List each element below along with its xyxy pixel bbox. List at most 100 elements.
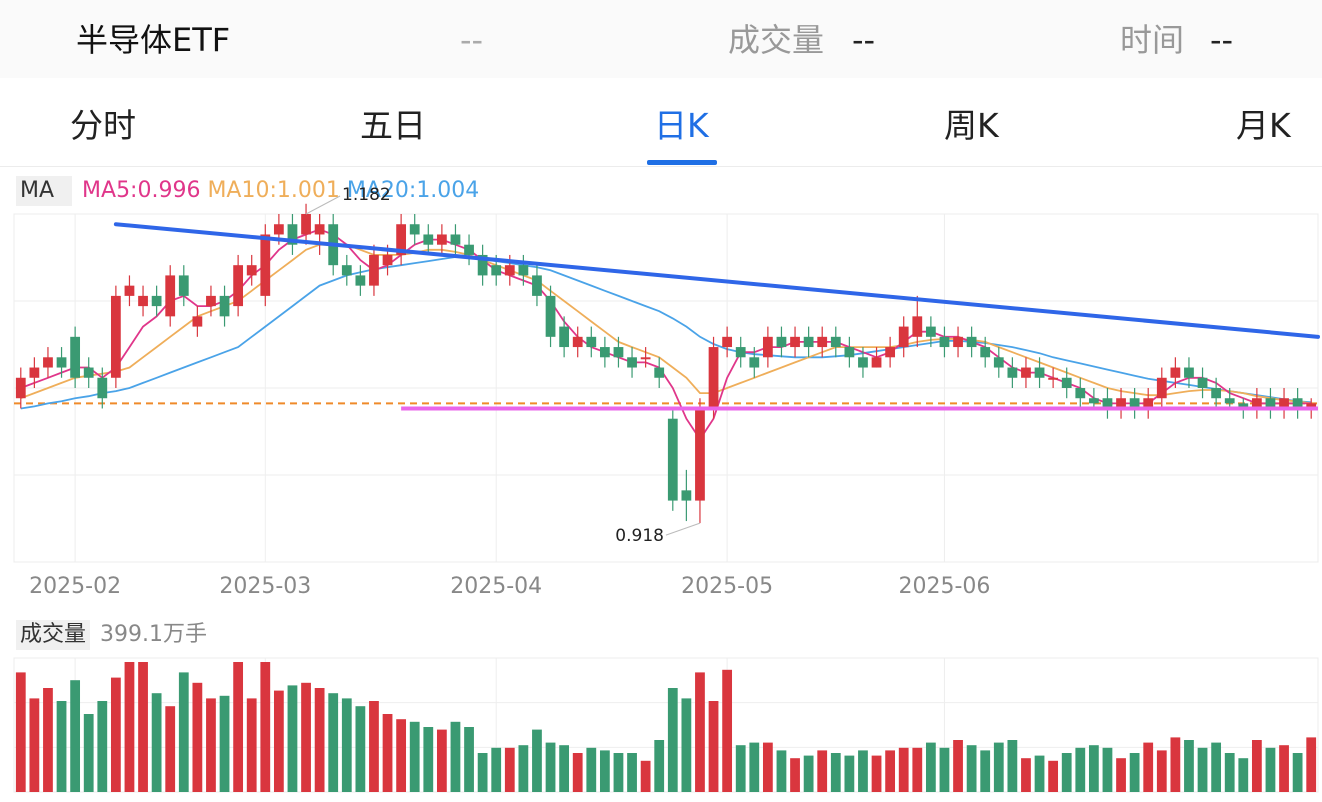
period-tabs: 分时 五日 日K 周K 月K [0,88,1322,167]
volume-legend-label[interactable]: 成交量 [16,620,91,650]
candle-body [776,336,787,348]
candle-body [1211,388,1222,399]
candle-body [396,224,407,255]
candle-body [1102,398,1113,409]
volume-bar [287,685,298,792]
volume-bar [355,706,366,792]
candle-body [1143,398,1154,409]
x-tick-label: 2025-05 [681,574,773,599]
tab-weekly-k[interactable]: 周K [944,106,999,145]
volume-bar [382,714,393,792]
candle-body [1021,367,1031,378]
candle-body [423,234,434,245]
stock-price: -- [460,21,484,59]
candle-body [1088,398,1099,404]
volume-bar [613,753,624,792]
tab-five-day[interactable]: 五日 [360,106,426,145]
volume-bar [803,755,814,792]
volume-bar [1224,753,1235,792]
candle-body [260,234,271,296]
candle-body [667,418,678,501]
volume-bar [545,742,556,792]
volume-bar [572,753,583,792]
ma-label[interactable]: MA [16,176,73,206]
volume-bar [192,682,203,792]
volume-plot-frame [13,657,1319,793]
volume-bar [341,698,352,792]
candle-body [654,367,665,378]
candle-body [1292,398,1303,409]
candle-body [382,254,393,266]
tab-monthly-k[interactable]: 月K [1236,106,1291,145]
volume-bar [83,714,94,792]
candle-body [1116,398,1126,409]
volume-bar [260,662,271,792]
volume-bar [233,662,244,792]
candle-body [1170,367,1181,378]
volume-bar [15,672,26,792]
x-tick-label: 2025-04 [450,574,542,599]
tab-intraday[interactable]: 分时 [70,106,136,145]
candle-body [599,347,610,358]
volume-bar [1129,753,1140,792]
volume-bar [1061,753,1072,792]
volume-bar [559,745,570,792]
volume-bar [110,677,121,792]
candle-body [980,347,991,358]
volume-bar [1279,745,1289,792]
ma10-line [20,243,1312,405]
candle-body [858,357,868,368]
candle-body [640,357,651,360]
candle-body [572,336,583,348]
candle-body [871,357,882,368]
volume-bar [749,742,760,792]
candle-body [409,224,420,235]
candle-body [491,265,502,276]
candle-body [287,224,298,245]
volume-value: -- [852,21,876,59]
candle-body [1061,377,1072,388]
volume-bar [178,672,189,792]
volume-bar [1265,747,1276,792]
volume-bar [586,747,597,792]
volume-bar [1184,740,1194,792]
candle-body [1007,367,1018,378]
high-annotation-leader [305,195,341,215]
ma20-value: MA20:1.004 [346,178,480,203]
volume-bar [817,750,828,792]
candle-body [586,336,597,348]
x-tick-label: 2025-03 [219,574,311,599]
volume-bar [1197,747,1208,792]
volume-bar [314,688,325,792]
volume-bar [436,729,447,792]
candle-body [844,347,855,358]
time-label: 时间 [1120,21,1185,59]
volume-bar [504,747,515,792]
volume-bar [1088,745,1099,792]
volume-bar [599,750,610,792]
volume-bar [1021,758,1031,792]
low-annotation-leader [665,522,701,536]
candle-body [1251,398,1262,409]
volume-bar [830,753,841,792]
volume-bar [29,698,40,792]
candle-body [1034,367,1045,378]
candle-body [545,295,556,337]
volume-bar [206,698,216,792]
volume-bar [1034,755,1045,792]
volume-bar [450,721,461,792]
candle-body [43,357,53,368]
stock-name: 半导体ETF [76,21,231,59]
volume-bar [56,701,67,792]
stock-header: 半导体ETF -- 成交量 -- 时间 -- [0,0,1322,78]
candle-body [206,295,216,307]
low-annotation-label: 0.918 [615,526,664,546]
candle-body [504,265,515,276]
volume-bar [735,745,746,792]
volume-bar [328,693,339,792]
volume-bar [1007,740,1018,792]
tab-daily-k[interactable]: 日K [654,106,709,145]
candle-body [1197,377,1208,388]
volume-label: 成交量 [728,21,825,59]
